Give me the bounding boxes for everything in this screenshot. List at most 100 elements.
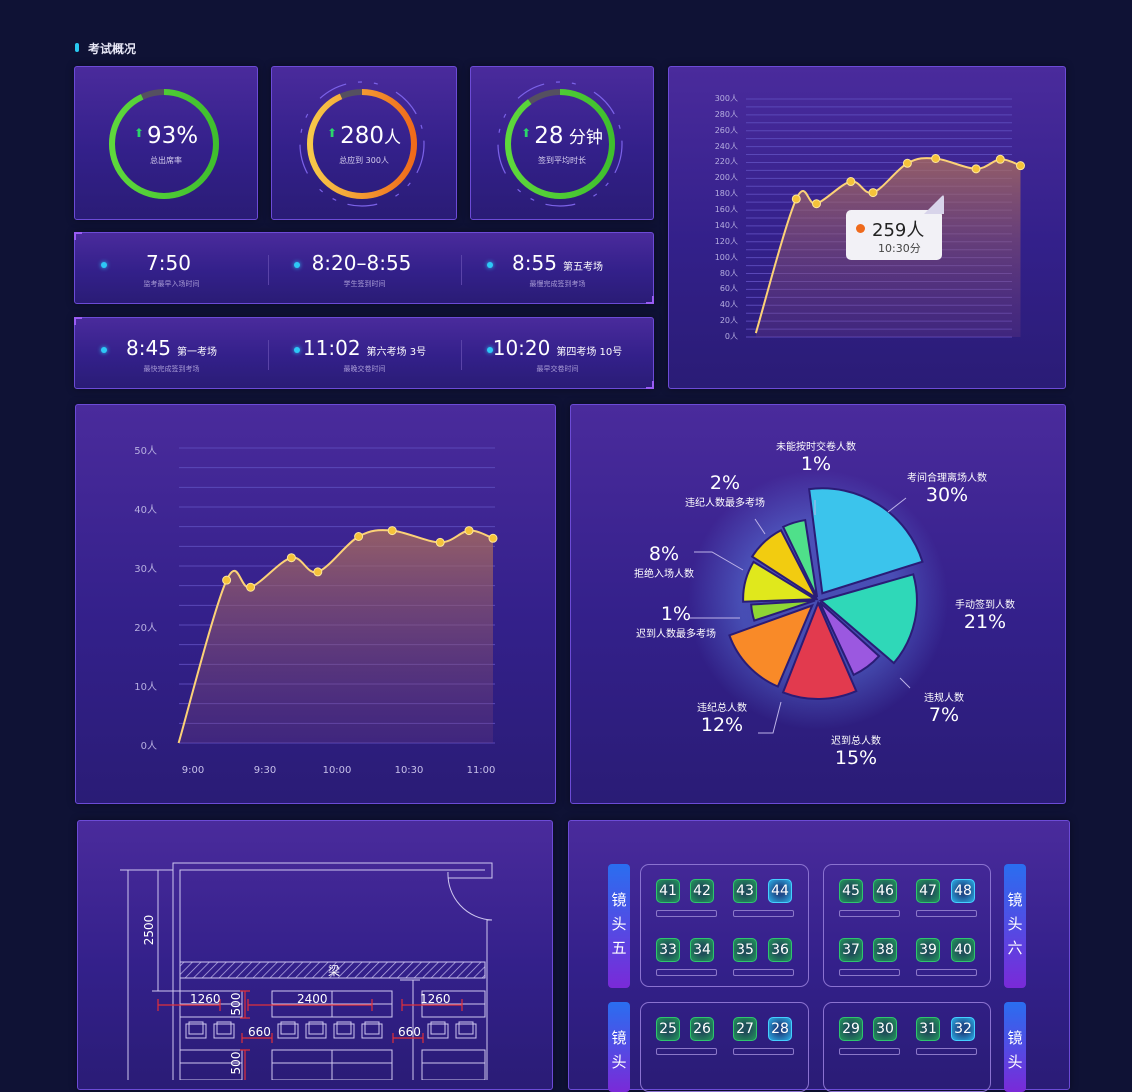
time-info-item: 8:55 第五考场 最慢完成签到考场 (461, 233, 654, 303)
chair-icon (185, 1021, 207, 1039)
pie-leader-lines (690, 497, 911, 734)
camera-label[interactable]: 镜 头 六 (1004, 864, 1026, 988)
data-point[interactable] (354, 532, 364, 541)
time-value: 7:50 (146, 251, 191, 275)
seat-26[interactable]: 26 (690, 1017, 714, 1041)
data-point[interactable] (488, 533, 498, 543)
time-info-item: 8:20–8:55 学生签到时间 (268, 233, 461, 303)
aisle-right-label: 660 (398, 1025, 421, 1039)
pie-label: 手动签到人数 21% (955, 600, 1015, 633)
data-point[interactable] (971, 164, 981, 174)
floorplan-panel (77, 820, 553, 1090)
bullet-dot-icon (101, 347, 107, 353)
y-tick-label: 100人 (714, 252, 738, 262)
chart-tooltip: 259人 10:30分 (846, 195, 944, 260)
seat-44[interactable]: 44 (768, 879, 792, 903)
ring-progress-arc (109, 89, 219, 199)
ring-value: ⬆ 93% (133, 123, 199, 149)
camera-label[interactable]: 镜 头 (608, 1002, 630, 1092)
seat-30[interactable]: 30 (873, 1017, 897, 1041)
data-point[interactable] (846, 177, 856, 187)
data-point[interactable] (313, 567, 323, 577)
data-point[interactable] (811, 199, 821, 209)
seat-35[interactable]: 35 (733, 938, 757, 962)
ring-progress-arc (505, 89, 615, 199)
y-tick-label: 80人 (719, 268, 738, 278)
seat-29[interactable]: 29 (839, 1017, 863, 1041)
pie-slice[interactable] (742, 560, 819, 603)
seat-39[interactable]: 39 (916, 938, 940, 962)
seat-group (640, 1002, 809, 1092)
pie-slice[interactable] (750, 528, 819, 601)
seat-25[interactable]: 25 (656, 1017, 680, 1041)
data-point[interactable] (222, 575, 232, 585)
y-tick-label: 280人 (714, 109, 738, 119)
data-point[interactable] (246, 582, 256, 592)
pie-slice[interactable] (750, 599, 816, 622)
seat-37[interactable]: 37 (839, 938, 863, 962)
data-point[interactable] (791, 194, 801, 204)
seat-47[interactable]: 47 (916, 879, 940, 903)
data-point[interactable] (464, 526, 474, 536)
seat-31[interactable]: 31 (916, 1017, 940, 1041)
data-point[interactable] (931, 154, 941, 163)
pie-slice[interactable] (781, 600, 858, 700)
bullet-dot-icon (294, 347, 300, 353)
seat-34[interactable]: 34 (690, 938, 714, 962)
dim-row2-label: 500 (229, 1052, 243, 1075)
data-point[interactable] (868, 188, 878, 198)
time-info-row: 7:50 监考最早入场时间 8:20–8:55 学生签到时间 8:55 第五考场 最慢完成签… (74, 232, 654, 304)
seat-33[interactable]: 33 (656, 938, 680, 962)
seat-42[interactable]: 42 (690, 879, 714, 903)
chair-icon (277, 1021, 299, 1039)
y-tick-label: 300人 (714, 94, 738, 103)
time-value: 10:20 第四考场 10号 (492, 336, 623, 360)
pie-slice[interactable] (818, 601, 881, 677)
seat-41[interactable]: 41 (656, 879, 680, 903)
seat-group (823, 864, 991, 987)
data-point[interactable] (995, 154, 1005, 164)
seat-27[interactable]: 27 (733, 1017, 757, 1041)
data-point[interactable] (435, 537, 445, 547)
pie-label: 2% 违纪人数最多考场 (685, 472, 765, 509)
ring-value: ⬆ 28 分钟 (521, 123, 603, 149)
seat-36[interactable]: 36 (768, 938, 792, 962)
y-tick-label: 20人 (719, 316, 738, 326)
pie-slice[interactable] (808, 487, 924, 595)
camera-label[interactable]: 镜 头 (1004, 1002, 1026, 1092)
seat-40[interactable]: 40 (951, 938, 975, 962)
y-tick-label: 60人 (719, 284, 738, 294)
seat-45[interactable]: 45 (839, 879, 863, 903)
pie-slice[interactable] (818, 573, 918, 665)
seat-48[interactable]: 48 (951, 879, 975, 903)
time-label: 学生签到时间 (343, 280, 386, 288)
dim-height-label: 2500 (142, 915, 156, 946)
pie-label: 8% 拒绝入场人数 (634, 543, 694, 580)
seat-38[interactable]: 38 (873, 938, 897, 962)
data-point[interactable] (902, 158, 912, 168)
data-point[interactable] (1016, 161, 1025, 171)
camera-label[interactable]: 镜 头 五 (608, 864, 630, 988)
pie-label: 违规人数 7% (924, 693, 964, 726)
data-point[interactable] (387, 526, 397, 536)
seat-32[interactable]: 32 (951, 1017, 975, 1041)
desk (733, 969, 794, 976)
seat-43[interactable]: 43 (733, 879, 757, 903)
y-tick-label: 20人 (134, 623, 157, 634)
x-tick-label: 10:00 (322, 765, 352, 776)
seat-46[interactable]: 46 (873, 879, 897, 903)
y-tick-label: 40人 (134, 505, 157, 516)
data-point[interactable] (286, 553, 296, 563)
up-arrow-icon: ⬆ (133, 126, 144, 140)
time-label: 最快完成签到考场 (143, 365, 200, 373)
y-tick-label: 200人 (714, 173, 738, 183)
desk (656, 1048, 717, 1055)
up-arrow-icon: ⬆ (327, 126, 338, 140)
beam-label: 梁 (328, 963, 340, 978)
pie-slice[interactable] (781, 518, 819, 598)
dim-mid-label: 2400 (297, 992, 328, 1006)
seat-28[interactable]: 28 (768, 1017, 792, 1041)
desk (656, 910, 717, 917)
pie-slice[interactable] (728, 603, 815, 688)
desk (656, 969, 717, 976)
